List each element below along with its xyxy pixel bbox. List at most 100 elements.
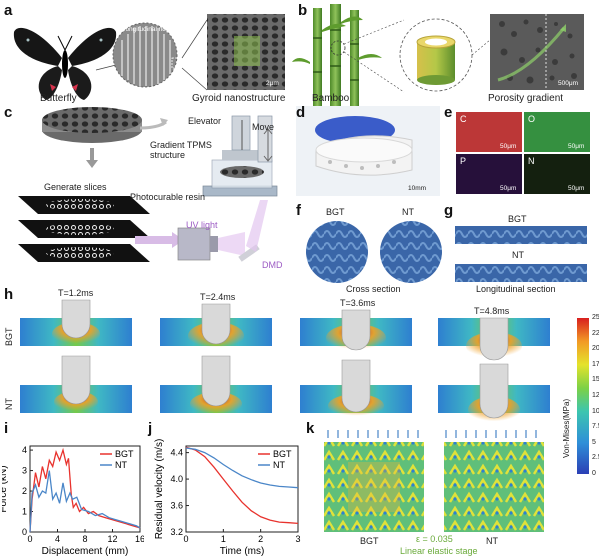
time-label-3: T=3.6ms <box>340 298 376 308</box>
time-label-2: T=2.4ms <box>200 292 236 302</box>
label-uv-light: UV light <box>186 220 218 230</box>
caption-porosity: Porosity gradient <box>488 93 564 104</box>
label-elevator: Elevator <box>188 116 222 126</box>
row-label-bgt: BGT <box>4 327 14 346</box>
bamboo-graphic <box>292 4 584 110</box>
label-g-bgt: BGT <box>508 214 527 224</box>
label-photocurable-resin: Photocurable resin <box>130 192 206 202</box>
caption-gyroid: Gyroid nanostructure <box>192 93 286 104</box>
x-tick-label: 2 <box>258 534 263 544</box>
eds-scale-o: 50μm <box>568 143 585 150</box>
series-line-nt <box>185 447 299 489</box>
panel-label-a: a <box>4 2 13 19</box>
colorbar-tick: 5 <box>592 438 596 446</box>
panel-label-e: e <box>444 104 453 121</box>
eds-scale-p: 50μm <box>500 185 517 192</box>
scale-sample: 10mm <box>408 185 427 192</box>
x-tick-label: 4 <box>55 534 60 544</box>
series-line-nt <box>29 470 141 533</box>
sample-photo <box>296 106 440 196</box>
colorbar-tick: 17.5 <box>592 360 599 368</box>
eds-scale-c: 50μm <box>500 143 517 150</box>
longitudinal-section-graphic <box>455 226 587 282</box>
time-label-1: T=1.2ms <box>58 288 94 298</box>
strain-maps <box>324 430 544 532</box>
legend-label-bgt: BGT <box>273 449 292 459</box>
label-gradient-tpms: Gradient TPMS structure <box>150 140 212 160</box>
x-axis-label: Displacement (mm) <box>42 546 129 556</box>
gyroid-inset-graphic <box>112 14 285 91</box>
caption-bamboo: Bamboo <box>312 93 350 104</box>
label-dmd: DMD <box>262 260 283 270</box>
x-tick-label: 12 <box>107 534 117 544</box>
label-generate-slices: Generate slices <box>44 182 107 192</box>
label-linear-elastic: Linear elastic stage <box>400 546 478 556</box>
label-g-nt: NT <box>512 250 524 260</box>
y-tick-label: 4.0 <box>170 474 183 484</box>
y-axis-label: Force (kN) <box>2 465 9 512</box>
eds-label-o: O <box>528 114 536 124</box>
butterfly-graphic <box>13 27 121 100</box>
printing-process-graphic <box>18 107 278 262</box>
caption-butterfly: Butterfly <box>40 93 77 104</box>
x-tick-label: 0 <box>27 534 32 544</box>
label-move: Move <box>252 122 275 132</box>
label-f-bgt: BGT <box>326 207 345 217</box>
label-f-nt: NT <box>402 207 414 217</box>
x-tick-label: 3 <box>295 534 300 544</box>
colorbar-tick: 25 <box>592 314 599 321</box>
eds-label-p: P <box>460 156 467 166</box>
y-tick-label: 3 <box>22 466 27 476</box>
panel-label-b: b <box>298 2 308 19</box>
panel-label-h: h <box>4 286 14 303</box>
y-tick-label: 3.6 <box>170 501 183 511</box>
panel-label-k: k <box>306 420 315 437</box>
panel-label-f: f <box>296 202 301 219</box>
panel-label-i: i <box>4 420 9 437</box>
colorbar-tick: 20 <box>592 345 599 353</box>
x-tick-label: 16 <box>135 534 144 544</box>
panel-label-j: j <box>148 420 153 437</box>
y-tick-label: 4.4 <box>170 448 183 458</box>
colorbar-tick: 12.5 <box>592 392 599 399</box>
plot-frame <box>185 445 299 533</box>
colorbar-tick: 15 <box>592 376 599 384</box>
scale-porosity: 500μm <box>558 80 579 87</box>
row-label-nt: NT <box>4 398 14 410</box>
panel-label-d: d <box>296 104 306 121</box>
legend-label-nt: NT <box>273 460 285 470</box>
colorbar-tick: 2.5 <box>592 454 599 462</box>
eds-maps <box>456 112 590 194</box>
colorbar-tick: 22.5 <box>592 329 599 337</box>
eds-label-c: C <box>460 114 467 124</box>
colorbar-tick: 7.5 <box>592 423 599 431</box>
y-tick-label: 0 <box>22 527 27 537</box>
cross-section-graphic <box>306 221 442 283</box>
y-tick-label: 4 <box>22 445 27 455</box>
eds-label-n: N <box>528 156 535 166</box>
legend-label-nt: NT <box>115 460 127 470</box>
label-k-bgt: BGT <box>360 536 379 546</box>
y-tick-label: 3.2 <box>170 527 183 537</box>
legend-label-bgt: BGT <box>115 449 134 459</box>
colorbar-title: Von-Mises(MPa) <box>562 398 571 458</box>
caption-longitudinal-section: Longitudinal section <box>476 284 556 294</box>
label-longitudinal-ridges: longitudinal ridges <box>124 26 177 33</box>
x-axis-label: Time (ms) <box>220 546 265 556</box>
x-tick-label: 8 <box>82 534 87 544</box>
x-tick-label: 1 <box>221 534 226 544</box>
impact-simulation <box>20 299 589 474</box>
chart-residual-velocity: 0 1 2 3 3.2 3.6 4.0 4.4 Time (ms) Residual veloci… <box>154 439 301 556</box>
colorbar-tick: 0 <box>592 470 596 477</box>
label-strain: ε = 0.035 <box>416 534 453 544</box>
panel-label-g: g <box>444 202 454 219</box>
y-tick-label: 1 <box>22 507 27 517</box>
eds-scale-n: 50μm <box>568 185 585 192</box>
label-k-nt: NT <box>486 536 498 546</box>
colorbar-tick: 10 <box>592 407 599 415</box>
series-line-bgt <box>185 446 299 525</box>
scale-gyroid: 2μm <box>266 80 279 87</box>
